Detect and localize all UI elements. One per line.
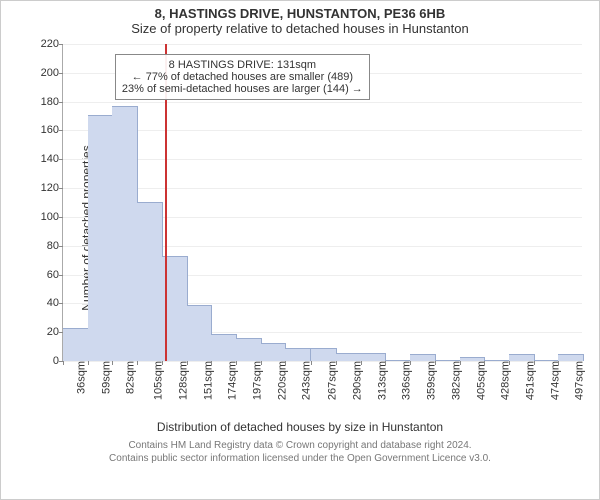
xtick-label: 451sqm	[520, 361, 536, 400]
ytick-label: 160	[41, 124, 63, 136]
xtick-label: 336sqm	[397, 361, 413, 400]
xtick-label: 359sqm	[422, 361, 438, 400]
xtick-mark	[460, 361, 461, 365]
histogram-bar	[88, 115, 114, 361]
xtick-mark	[137, 361, 138, 365]
xtick-mark	[88, 361, 89, 365]
histogram-bar	[112, 106, 138, 361]
xtick-label: 174sqm	[223, 361, 239, 400]
xtick-mark	[558, 361, 559, 365]
ytick-label: 100	[41, 211, 63, 223]
attribution-line1: Contains HM Land Registry data © Crown c…	[8, 440, 592, 453]
ytick-label: 200	[41, 67, 63, 79]
chart-zone: Number of detached properties 0204060801…	[8, 38, 592, 418]
xtick-mark	[534, 361, 535, 365]
xtick-mark	[162, 361, 163, 365]
gridline	[63, 44, 582, 45]
histogram-bar	[236, 338, 262, 361]
xtick-label: 474sqm	[545, 361, 561, 400]
ytick-label: 0	[53, 355, 63, 367]
callout-line3: 23% of semi-detached houses are larger (…	[122, 83, 363, 95]
ytick-label: 120	[41, 182, 63, 194]
xtick-mark	[211, 361, 212, 365]
xtick-mark	[410, 361, 411, 365]
callout-box: 8 HASTINGS DRIVE: 131sqm← 77% of detache…	[115, 54, 370, 100]
xtick-mark	[187, 361, 188, 365]
attribution-line2: Contains public sector information licen…	[8, 453, 592, 466]
gridline	[63, 159, 582, 160]
xtick-label: 243sqm	[297, 361, 313, 400]
histogram-bar	[187, 305, 213, 361]
xtick-mark	[385, 361, 386, 365]
histogram-bar	[285, 348, 311, 361]
callout-line2: ← 77% of detached houses are smaller (48…	[122, 71, 363, 83]
ytick-label: 220	[41, 38, 63, 50]
figure-container: 8, HASTINGS DRIVE, HUNSTANTON, PE36 6HB …	[0, 0, 600, 500]
xtick-label: 290sqm	[347, 361, 363, 400]
xtick-mark	[336, 361, 337, 365]
xtick-label: 36sqm	[72, 361, 88, 394]
xtick-mark	[484, 361, 485, 365]
histogram-bar	[311, 348, 337, 361]
gridline	[63, 102, 582, 103]
histogram-bar	[261, 343, 287, 361]
ytick-label: 60	[47, 269, 63, 281]
plot-area: 02040608010012014016018020022036sqm59sqm…	[62, 44, 582, 362]
histogram-bar	[410, 354, 436, 361]
xtick-mark	[361, 361, 362, 365]
title-address: 8, HASTINGS DRIVE, HUNSTANTON, PE36 6HB	[8, 6, 592, 21]
callout-line1: 8 HASTINGS DRIVE: 131sqm	[122, 59, 363, 71]
xtick-label: 59sqm	[96, 361, 112, 394]
xtick-label: 82sqm	[121, 361, 137, 394]
xtick-label: 428sqm	[496, 361, 512, 400]
ytick-label: 20	[47, 326, 63, 338]
xtick-mark	[435, 361, 436, 365]
xtick-label: 267sqm	[323, 361, 339, 400]
xtick-mark	[311, 361, 312, 365]
xtick-label: 128sqm	[173, 361, 189, 400]
ytick-label: 40	[47, 297, 63, 309]
ytick-label: 180	[41, 96, 63, 108]
xtick-label: 151sqm	[198, 361, 214, 400]
xtick-mark	[112, 361, 113, 365]
ytick-label: 80	[47, 240, 63, 252]
title-sub: Size of property relative to detached ho…	[8, 21, 592, 36]
xtick-mark	[63, 361, 64, 365]
histogram-bar	[63, 328, 89, 361]
xtick-mark	[509, 361, 510, 365]
x-axis-label: Distribution of detached houses by size …	[8, 420, 592, 434]
xtick-label: 313sqm	[372, 361, 388, 400]
gridline	[63, 130, 582, 131]
histogram-bar	[558, 354, 584, 361]
xtick-mark	[261, 361, 262, 365]
xtick-label: 197sqm	[248, 361, 264, 400]
xtick-label: 405sqm	[471, 361, 487, 400]
xtick-mark	[285, 361, 286, 365]
ytick-label: 140	[41, 153, 63, 165]
attribution: Contains HM Land Registry data © Crown c…	[8, 440, 592, 465]
gridline	[63, 188, 582, 189]
xtick-label: 382sqm	[446, 361, 462, 400]
histogram-bar	[509, 354, 535, 361]
xtick-label: 497sqm	[570, 361, 586, 400]
xtick-label: 105sqm	[149, 361, 165, 400]
histogram-bar	[137, 202, 163, 362]
histogram-bar	[336, 353, 362, 361]
xtick-mark	[236, 361, 237, 365]
histogram-bar	[211, 334, 237, 361]
xtick-label: 220sqm	[272, 361, 288, 400]
histogram-bar	[361, 353, 387, 361]
